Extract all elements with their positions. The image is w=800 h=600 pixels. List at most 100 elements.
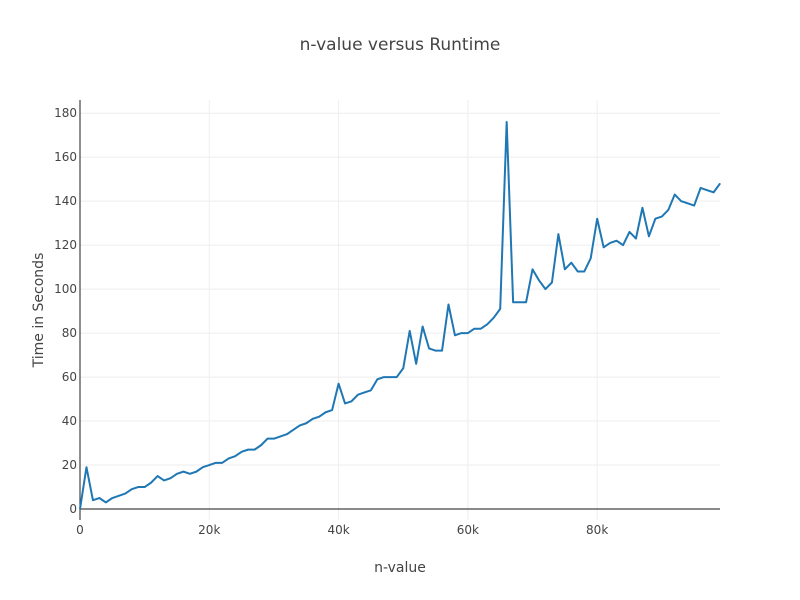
data-point (512, 301, 514, 303)
data-point (389, 376, 391, 378)
data-point (241, 451, 243, 453)
data-point (596, 218, 598, 220)
y-tick-label: 140 (54, 194, 77, 208)
y-tick-label: 100 (54, 282, 77, 296)
data-point (409, 330, 411, 332)
data-point (182, 471, 185, 473)
grid-lines (80, 100, 720, 520)
x-tick-label: 0 (76, 523, 84, 537)
y-tick-label: 80 (62, 326, 77, 340)
data-point (228, 457, 230, 460)
y-tick-label: 20 (62, 458, 77, 472)
data-point (195, 471, 197, 473)
data-point (98, 497, 100, 499)
data-point (531, 268, 534, 270)
data-point (422, 325, 424, 328)
data-point (583, 270, 585, 273)
data-point (628, 231, 631, 233)
data-point (693, 204, 695, 207)
data-point (357, 394, 359, 396)
data-point (706, 189, 708, 191)
data-point (331, 409, 333, 411)
data-point (202, 466, 204, 468)
data-point (557, 233, 559, 235)
data-point (700, 187, 702, 189)
data-point (473, 328, 475, 330)
x-tick-labels: 0 20k 40k 60k 80k (76, 523, 608, 537)
data-point (208, 464, 210, 466)
data-point (247, 449, 249, 451)
data-point (234, 455, 236, 457)
data-point (680, 200, 682, 202)
y-tick-label: 160 (54, 150, 77, 164)
data-point (137, 486, 139, 488)
data-point (337, 383, 340, 385)
data-point (260, 444, 262, 446)
data-point (609, 242, 611, 244)
data-point (687, 202, 689, 204)
data-point (111, 497, 113, 499)
data-point (402, 367, 404, 369)
data-point (603, 246, 605, 248)
data-point (441, 350, 443, 352)
data-point (577, 270, 579, 273)
series-group (79, 120, 721, 510)
data-point (434, 350, 437, 352)
data-point (79, 508, 81, 510)
data-point (299, 424, 301, 427)
x-axis-label: n-value (374, 560, 426, 576)
axes (79, 100, 720, 520)
data-point (499, 308, 501, 310)
x-tick-label: 20k (198, 523, 220, 537)
data-point (325, 411, 327, 413)
data-point (415, 363, 417, 365)
y-tick-labels: 0 20 40 60 80 100 120 140 160 180 (54, 106, 77, 516)
data-point (538, 279, 540, 281)
data-point (447, 303, 450, 306)
data-point (454, 334, 456, 336)
data-point (156, 475, 159, 477)
data-point (176, 473, 178, 475)
data-point (312, 418, 314, 420)
data-point (279, 435, 282, 438)
data-point (92, 499, 94, 501)
data-point (266, 438, 269, 440)
data-point (118, 495, 120, 497)
y-tick-label: 180 (54, 106, 77, 120)
y-tick-label: 40 (62, 414, 77, 428)
data-point (641, 207, 644, 209)
data-point (518, 301, 521, 303)
data-point (286, 433, 288, 435)
data-point (163, 479, 165, 482)
data-point (506, 121, 508, 123)
data-point (460, 332, 463, 334)
data-point (350, 400, 353, 402)
data-point (305, 422, 307, 424)
data-point (124, 493, 126, 495)
data-point (131, 488, 133, 490)
y-axis-label: Time in Seconds (31, 253, 47, 369)
data-point (215, 462, 217, 464)
data-point (189, 473, 191, 475)
data-point (105, 501, 107, 504)
data-point (428, 347, 430, 350)
data-point (376, 378, 378, 380)
data-point (719, 182, 721, 185)
data-point (667, 209, 669, 211)
data-point (486, 323, 488, 325)
x-tick-label: 60k (457, 523, 479, 537)
data-point (674, 193, 676, 196)
y-tick-label: 60 (62, 370, 77, 384)
x-tick-label: 40k (327, 523, 349, 537)
data-point (570, 262, 572, 264)
data-point (635, 237, 637, 240)
data-point (144, 486, 146, 488)
data-point (318, 416, 320, 418)
data-point (712, 191, 715, 193)
x-tick-label: 80k (586, 523, 608, 537)
data-point (370, 389, 372, 391)
data-point (544, 288, 547, 290)
data-point (292, 429, 294, 431)
data-point (383, 376, 385, 378)
